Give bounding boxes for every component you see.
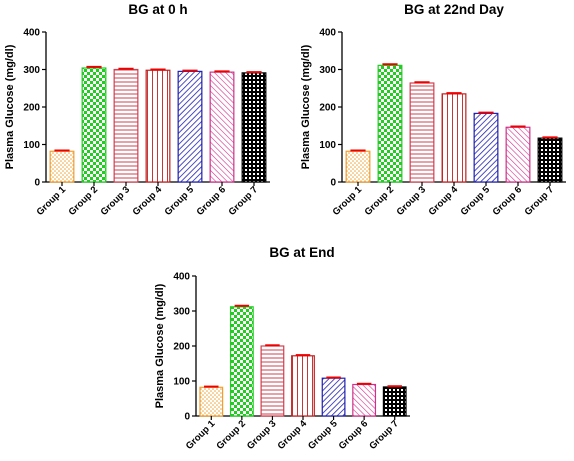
x-tick-label: Group 4 — [276, 418, 310, 452]
y-tick-label: 0 — [330, 178, 336, 189]
y-axis-label: Plasma Glucose (mg/dl) — [300, 44, 312, 169]
chart-panel-22nd-day: BG at 22nd Day Plasma Glucose (mg/dl) 0 100… — [300, 2, 566, 218]
bar-group-5 — [473, 112, 499, 183]
x-tick-label: Group 5 — [163, 184, 197, 218]
y-tick-label: 300 — [23, 65, 40, 76]
x-tick-label: Group 3 — [245, 418, 279, 452]
bar-group-7 — [537, 137, 563, 183]
y-tick-label: 0 — [184, 412, 190, 423]
y-tick-label: 200 — [173, 342, 190, 353]
bar-group-1 — [345, 150, 371, 183]
chart-panel-end: BG at End Plasma Glucose (mg/dl) 0 100 200 30… — [154, 245, 410, 452]
y-tick-label: 0 — [34, 178, 40, 189]
chart-title: BG at 0 h — [128, 2, 187, 17]
x-tick-label: Group 7 — [227, 184, 261, 218]
x-tick-label: Group 6 — [491, 184, 525, 218]
bar-group-4 — [441, 93, 467, 183]
x-tick-label: Group 2 — [67, 184, 101, 218]
x-tick-label: Group 2 — [214, 418, 248, 452]
bar-group-1 — [49, 150, 75, 183]
x-tick-label: Group 4 — [427, 184, 461, 218]
y-tick-label: 400 — [23, 28, 40, 39]
y-tick-label: 100 — [173, 377, 190, 388]
chart-title: BG at End — [269, 245, 334, 260]
x-tick-label: Group 5 — [459, 184, 493, 218]
y-tick-label: 200 — [23, 103, 40, 114]
chart-panel-0h: BG at 0 h Plasma Glucose (mg/dl) 0 100 200 30… — [4, 2, 270, 218]
bar-group-5 — [321, 377, 346, 417]
bar-group-1 — [199, 386, 224, 417]
bar-group-6 — [505, 126, 531, 183]
y-tick-label: 200 — [319, 103, 336, 114]
x-tick-label: Group 1 — [331, 184, 365, 218]
bar-group-6 — [209, 71, 235, 183]
bar-group-2 — [377, 64, 403, 183]
bar-group-3 — [409, 82, 435, 183]
x-tick-label: Group 1 — [35, 184, 69, 218]
bar-group-4 — [145, 69, 171, 183]
y-tick-label: 400 — [319, 28, 336, 39]
y-axis-label: Plasma Glucose (mg/dl) — [154, 283, 166, 408]
bar-group-3 — [113, 68, 139, 183]
y-tick-label: 100 — [23, 140, 40, 151]
x-tick-label: Group 7 — [367, 418, 401, 452]
y-tick-label: 400 — [173, 272, 190, 283]
y-axis-label: Plasma Glucose (mg/dl) — [4, 44, 16, 169]
x-tick-label: Group 3 — [99, 184, 133, 218]
bar-group-7 — [241, 72, 267, 183]
x-tick-label: Group 5 — [306, 418, 340, 452]
bar-group-4 — [291, 355, 315, 417]
bar-group-2 — [229, 306, 254, 417]
x-tick-label: Group 6 — [195, 184, 229, 218]
x-tick-label: Group 7 — [523, 184, 557, 218]
x-tick-label: Group 3 — [395, 184, 429, 218]
x-tick-label: Group 1 — [184, 418, 218, 452]
y-tick-label: 300 — [173, 307, 190, 318]
x-tick-label: Group 6 — [337, 418, 371, 452]
bar-group-6 — [352, 383, 377, 417]
y-tick-label: 300 — [319, 65, 336, 76]
chart-title: BG at 22nd Day — [404, 2, 504, 17]
bar-group-5 — [177, 70, 203, 183]
bar-group-2 — [81, 67, 107, 183]
bar-group-7 — [382, 386, 407, 417]
bar-group-3 — [260, 345, 285, 417]
x-tick-label: Group 4 — [131, 184, 165, 218]
y-tick-label: 100 — [319, 140, 336, 151]
x-tick-label: Group 2 — [363, 184, 397, 218]
